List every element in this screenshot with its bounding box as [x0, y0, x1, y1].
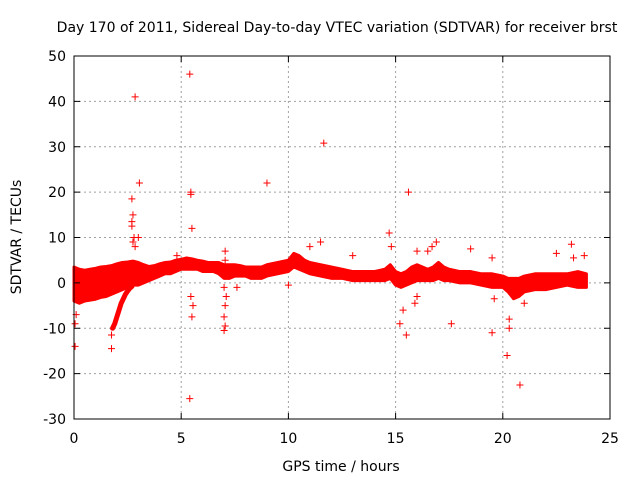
data-point: [399, 306, 407, 314]
data-point: [187, 190, 195, 198]
data-point: [320, 139, 328, 147]
x-tick-label: 10: [279, 431, 297, 447]
data-point: [188, 313, 196, 321]
data-point: [71, 342, 79, 350]
x-tick-label: 20: [494, 431, 512, 447]
data-point: [413, 292, 421, 300]
data-point: [552, 249, 560, 257]
data-point: [220, 327, 228, 335]
data-point: [488, 329, 496, 337]
data-points: [71, 70, 588, 403]
data-point: [349, 252, 357, 260]
data-point: [488, 254, 496, 262]
data-point: [131, 93, 139, 101]
y-tick-label: 0: [57, 276, 66, 292]
data-point: [428, 243, 436, 251]
data-point: [128, 222, 136, 230]
data-point: [570, 254, 578, 262]
y-tick-label: -30: [43, 412, 66, 428]
data-point: [516, 381, 524, 389]
data-point: [411, 299, 419, 307]
data-point: [490, 295, 498, 303]
data-point: [188, 224, 196, 232]
data-point: [71, 320, 79, 328]
grid-lines: [74, 56, 610, 419]
data-point: [221, 247, 229, 255]
dense-trace-band: [72, 251, 588, 305]
chart-title: Day 170 of 2011, Sidereal Day-to-day VTE…: [57, 20, 618, 36]
data-point: [187, 292, 195, 300]
x-tick-label: 25: [601, 431, 619, 447]
data-point: [220, 313, 228, 321]
data-point: [404, 188, 412, 196]
data-point: [580, 252, 588, 260]
data-point: [189, 302, 197, 310]
data-point: [128, 195, 136, 203]
x-tick-label: 5: [177, 431, 186, 447]
data-point: [129, 211, 137, 219]
y-tick-label: 30: [48, 140, 66, 156]
data-point: [447, 320, 455, 328]
data-point: [221, 322, 229, 330]
data-point: [306, 243, 314, 251]
data-point: [186, 395, 194, 403]
data-point: [567, 240, 575, 248]
data-point: [108, 345, 116, 353]
axis-ticks: [73, 55, 611, 420]
data-point: [402, 331, 410, 339]
data-point: [220, 283, 228, 291]
x-tick-label: 0: [70, 431, 79, 447]
data-point: [233, 283, 241, 291]
data-point: [129, 238, 137, 246]
y-tick-label: 10: [48, 231, 66, 247]
data-point: [413, 247, 421, 255]
data-point: [505, 315, 513, 323]
data-point: [135, 179, 143, 187]
data-point: [396, 320, 404, 328]
data-point: [467, 245, 475, 253]
y-tick-label: 20: [48, 185, 66, 201]
secondary-trace: [110, 284, 135, 331]
data-point: [284, 281, 292, 289]
y-tick-label: -20: [43, 367, 66, 383]
data-point: [131, 243, 139, 251]
data-point: [317, 238, 325, 246]
x-axis-label: GPS time / hours: [282, 459, 399, 475]
data-point: [221, 256, 229, 264]
data-point: [221, 302, 229, 310]
data-point: [424, 247, 432, 255]
data-point: [222, 292, 230, 300]
y-tick-label: -10: [43, 321, 66, 337]
x-tick-label: 15: [387, 431, 405, 447]
data-point: [173, 252, 181, 260]
data-point: [385, 229, 393, 237]
data-point: [505, 324, 513, 332]
y-tick-label: 40: [48, 94, 66, 110]
data-point: [520, 299, 528, 307]
data-point: [263, 179, 271, 187]
y-tick-label: 50: [48, 49, 66, 65]
data-point: [186, 70, 194, 78]
data-point: [134, 234, 142, 241]
data-point: [432, 238, 440, 246]
data-point: [387, 243, 395, 251]
data-point: [503, 351, 511, 359]
data-point: [108, 331, 116, 339]
axis-tick-labels: 0 5 10 15 20 25 -30 -20 -10 0 10 20 30 40 50: [43, 49, 619, 447]
y-axis-label: SDTVAR / TECUs: [9, 180, 25, 295]
